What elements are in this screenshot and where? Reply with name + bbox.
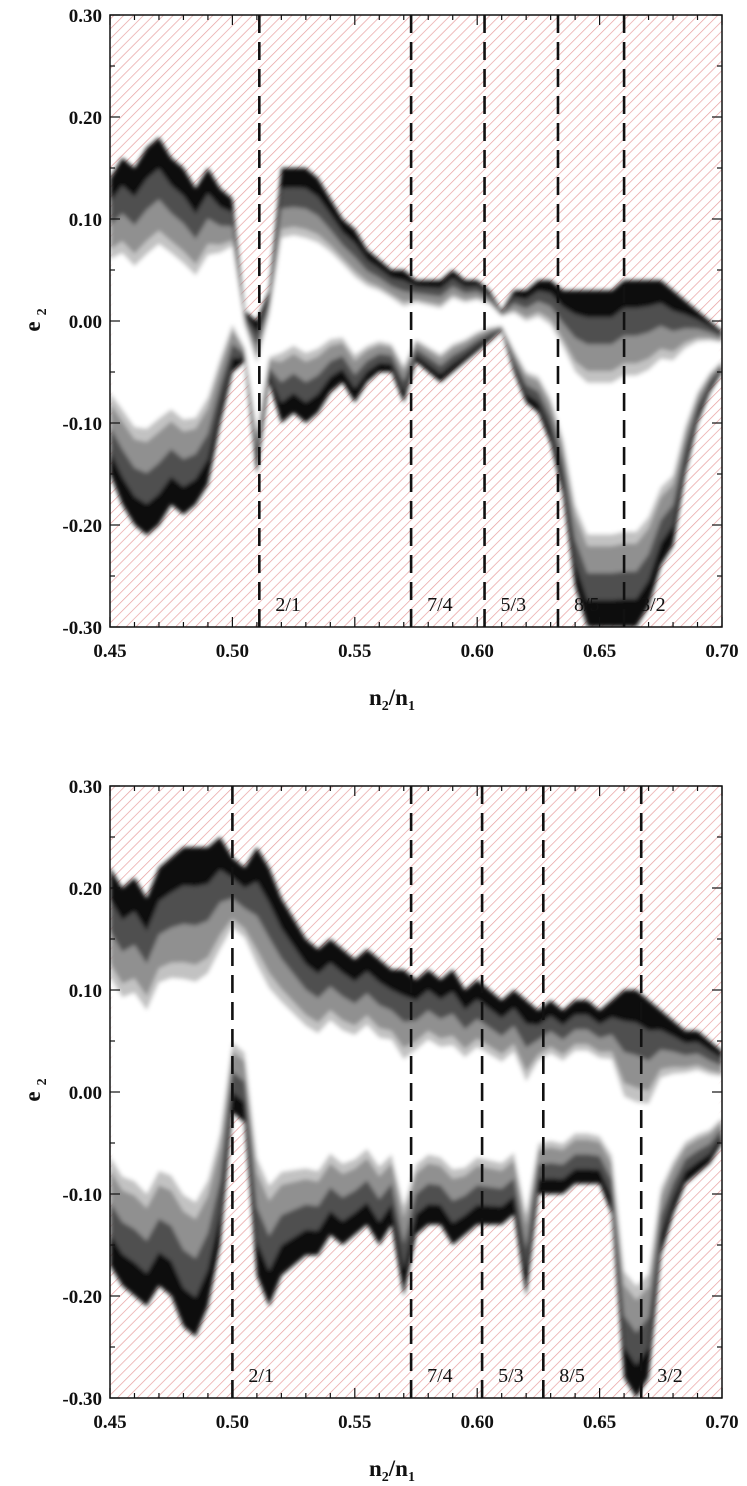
x-axis-label: n2/n1	[369, 1456, 415, 1485]
x-tick-label: 0.55	[338, 1412, 371, 1433]
resonance-label-2: 5/3	[498, 1365, 524, 1387]
x-tick-label: 0.45	[93, 1412, 126, 1433]
x-tick-label: 0.70	[705, 1412, 738, 1433]
y-axis-label: e2	[20, 1078, 50, 1101]
x-label-sub1: 2	[382, 699, 389, 714]
x-axis-label: n2/n1	[369, 685, 415, 714]
x-tick-label: 0.45	[93, 641, 126, 662]
y-axis-label: e2	[20, 308, 50, 331]
resonance-label-1: 7/4	[427, 1365, 453, 1387]
svg-text:n2/n1: n2/n1	[369, 1456, 415, 1485]
y-label-main: e	[20, 1091, 45, 1101]
plot-area	[110, 15, 722, 627]
resonance-label-1: 7/4	[427, 594, 453, 616]
stable-region	[110, 137, 722, 627]
x-tick-label: 0.50	[216, 641, 249, 662]
y-tick-label: -0.20	[62, 516, 102, 537]
plot-area	[110, 786, 722, 1398]
x-label-main: n	[369, 685, 382, 710]
y-tick-label: 0.20	[69, 108, 102, 129]
x-label-slash: /n	[388, 1456, 408, 1481]
x-label-main: n	[369, 1456, 382, 1481]
y-tick-label: 0.20	[69, 879, 102, 900]
y-label-sub: 2	[35, 1078, 50, 1085]
y-label-sub: 2	[35, 308, 50, 315]
y-tick-label: 0.10	[69, 981, 102, 1002]
y-tick-label: -0.20	[62, 1287, 102, 1308]
resonance-label-3: 8/5	[559, 1365, 585, 1387]
x-tick-label: 0.50	[216, 1412, 249, 1433]
y-tick-label: 0.30	[69, 6, 102, 27]
x-label-sub2: 1	[408, 1470, 415, 1485]
x-tick-label: 0.60	[461, 641, 494, 662]
resonance-label-3: 8/5	[574, 594, 600, 616]
x-label-sub1: 2	[382, 1470, 389, 1485]
x-label-sub2: 1	[408, 699, 415, 714]
stability-panel-bottom: n2/n1 e2 2/1 7/4 5/3 8/5 3/20.45 0.50 0.55 0.60…	[20, 777, 739, 1485]
y-tick-label: 0.00	[69, 312, 102, 333]
x-tick-label: 0.60	[461, 1412, 494, 1433]
svg-text:e2: e2	[20, 1078, 50, 1101]
y-tick-label: -0.10	[62, 414, 102, 435]
resonance-label-0: 2/1	[248, 1365, 274, 1387]
svg-text:e2: e2	[20, 308, 50, 331]
y-tick-label: 0.10	[69, 210, 102, 231]
x-tick-label: 0.70	[705, 641, 738, 662]
x-tick-label: 0.55	[338, 641, 371, 662]
resonance-label-4: 3/2	[657, 1365, 683, 1387]
y-tick-label: -0.30	[62, 618, 102, 639]
y-tick-label: -0.30	[62, 1389, 102, 1410]
stable-level-0	[110, 235, 722, 535]
x-tick-label: 0.65	[583, 641, 616, 662]
stable-level-0	[110, 927, 722, 1286]
resonance-label-0: 2/1	[275, 594, 301, 616]
y-label-main: e	[20, 321, 45, 331]
resonance-label-4: 3/2	[640, 594, 666, 616]
x-tick-label: 0.65	[583, 1412, 616, 1433]
svg-text:n2/n1: n2/n1	[369, 685, 415, 714]
x-label-slash: /n	[388, 685, 408, 710]
stability-panel-top: n2/n1 e2 2/1 7/4 5/3 8/5 3/20.45 0.50 0.55 0.60…	[20, 6, 739, 714]
stable-region	[110, 837, 722, 1398]
resonance-label-2: 5/3	[501, 594, 527, 616]
y-tick-label: 0.00	[69, 1083, 102, 1104]
y-tick-label: -0.10	[62, 1185, 102, 1206]
y-tick-label: 0.30	[69, 777, 102, 798]
